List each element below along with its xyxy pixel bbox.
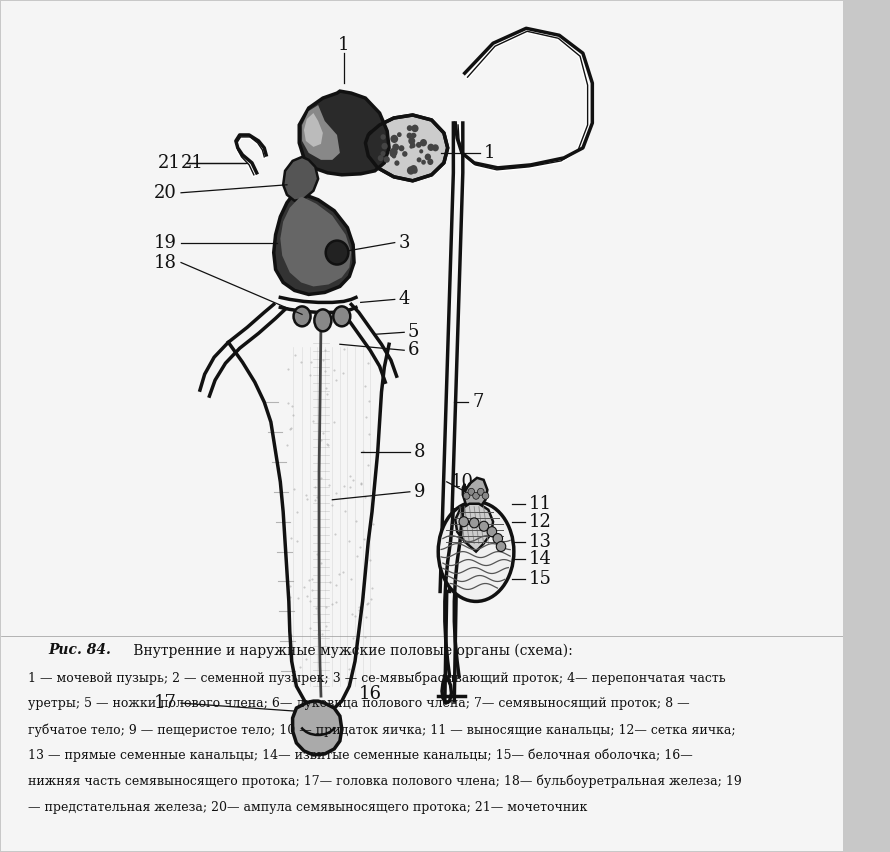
Circle shape: [416, 142, 422, 148]
Circle shape: [411, 124, 418, 132]
Text: 13: 13: [529, 532, 552, 550]
Text: Рис. 84.: Рис. 84.: [49, 643, 111, 657]
Polygon shape: [366, 115, 448, 181]
Polygon shape: [293, 701, 342, 755]
Ellipse shape: [333, 307, 351, 326]
Text: 7: 7: [473, 393, 483, 411]
Circle shape: [394, 160, 400, 166]
Circle shape: [427, 158, 433, 165]
Text: уретры; 5 — ножки полового члена; 6— луковица полового члена; 7— семявыносящий п: уретры; 5 — ножки полового члена; 6— лук…: [28, 697, 690, 710]
Circle shape: [409, 137, 416, 145]
Circle shape: [433, 144, 439, 152]
Text: 13 — прямые семенные канальцы; 14— извитые семенные канальцы; 15— белочная оболо: 13 — прямые семенные канальцы; 14— извит…: [28, 749, 692, 763]
Ellipse shape: [314, 309, 331, 331]
Circle shape: [410, 142, 416, 148]
Circle shape: [397, 132, 401, 137]
Text: 1 — мочевой пузырь; 2 — семенной пузырек; 3 — се-мявыбрасывающий проток; 4— пере: 1 — мочевой пузырь; 2 — семенной пузырек…: [28, 671, 725, 685]
Circle shape: [390, 150, 397, 158]
Text: губчатое тело; 9 — пещеристое тело; 10 — придаток яичка; 11 — выносящие канальцы: губчатое тело; 9 — пещеристое тело; 10 —…: [28, 723, 735, 736]
Text: 5: 5: [408, 323, 419, 342]
Text: — предстательная железа; 20— ампула семявыносящего протока; 21— мочеточник: — предстательная железа; 20— ампула семя…: [28, 801, 587, 814]
Polygon shape: [304, 113, 323, 147]
Ellipse shape: [438, 502, 514, 602]
Polygon shape: [274, 193, 354, 295]
Circle shape: [407, 125, 412, 131]
Text: 1: 1: [338, 37, 350, 55]
Circle shape: [391, 135, 398, 143]
Circle shape: [402, 151, 408, 157]
Circle shape: [470, 518, 479, 528]
Circle shape: [420, 139, 427, 147]
Circle shape: [392, 153, 396, 158]
Circle shape: [468, 488, 474, 495]
Text: 8: 8: [414, 443, 425, 461]
Polygon shape: [299, 91, 389, 175]
Circle shape: [421, 159, 426, 164]
Circle shape: [384, 156, 390, 163]
Text: 21: 21: [181, 154, 204, 172]
Circle shape: [411, 133, 417, 138]
Text: 12: 12: [529, 513, 552, 531]
Circle shape: [409, 145, 413, 149]
Circle shape: [410, 142, 415, 147]
Text: нижняя часть семявыносящего протока; 17— головка полового члена; 18— бульбоуретр: нижняя часть семявыносящего протока; 17—…: [28, 774, 741, 788]
Text: 18: 18: [153, 254, 176, 272]
Text: 10: 10: [450, 473, 473, 491]
Text: 17: 17: [153, 694, 176, 712]
Circle shape: [407, 133, 412, 139]
Circle shape: [412, 168, 417, 174]
Text: Внутренние и наружные мужские половые органы (схема):: Внутренние и наружные мужские половые ор…: [129, 643, 573, 658]
Circle shape: [409, 165, 417, 173]
Text: 6: 6: [408, 342, 419, 360]
Circle shape: [482, 492, 489, 499]
Circle shape: [473, 492, 480, 499]
Circle shape: [464, 492, 470, 499]
Text: 3: 3: [399, 233, 410, 251]
Ellipse shape: [294, 307, 311, 326]
Circle shape: [487, 527, 497, 537]
Circle shape: [382, 143, 388, 149]
Polygon shape: [456, 504, 493, 551]
Circle shape: [399, 145, 404, 152]
Circle shape: [380, 135, 385, 140]
Polygon shape: [283, 157, 318, 201]
Circle shape: [390, 149, 397, 156]
Text: 4: 4: [399, 291, 410, 308]
Circle shape: [417, 158, 422, 163]
Text: 20: 20: [153, 184, 176, 202]
Circle shape: [407, 166, 415, 175]
Circle shape: [392, 143, 400, 151]
Circle shape: [377, 155, 384, 161]
Circle shape: [427, 144, 434, 151]
Polygon shape: [280, 197, 352, 286]
Circle shape: [390, 147, 398, 156]
Circle shape: [477, 488, 484, 495]
Text: 9: 9: [414, 483, 425, 501]
Circle shape: [413, 134, 417, 137]
Text: 14: 14: [529, 550, 552, 567]
Text: 1: 1: [483, 144, 495, 162]
Circle shape: [493, 533, 503, 544]
Text: 16: 16: [359, 685, 382, 703]
Polygon shape: [302, 105, 340, 160]
Circle shape: [381, 151, 385, 156]
Polygon shape: [463, 478, 488, 509]
Circle shape: [479, 521, 489, 532]
Circle shape: [459, 516, 468, 527]
Text: 15: 15: [529, 569, 552, 588]
Circle shape: [425, 153, 431, 160]
Circle shape: [326, 240, 348, 264]
Text: 11: 11: [529, 495, 552, 513]
Text: 21: 21: [158, 154, 181, 172]
Circle shape: [497, 542, 506, 551]
Text: 19: 19: [153, 233, 176, 251]
Circle shape: [419, 149, 424, 153]
